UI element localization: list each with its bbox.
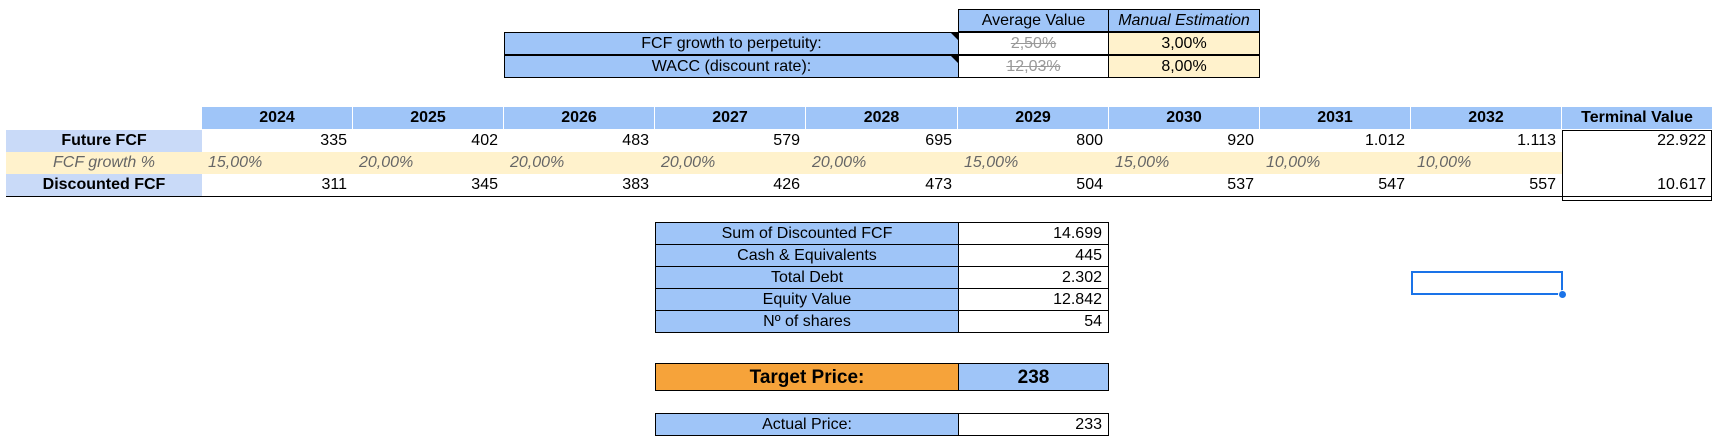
year-header[interactable]: 2025 bbox=[353, 107, 504, 129]
discounted-fcf-value[interactable]: 473 bbox=[925, 176, 952, 193]
value-sum-discounted-fcf[interactable]: 14.699 bbox=[958, 222, 1109, 245]
discounted-fcf-value[interactable]: 537 bbox=[1227, 176, 1254, 193]
year-header[interactable]: 2030 bbox=[1109, 107, 1260, 129]
row-label-fcf-growth[interactable]: FCF growth % bbox=[6, 152, 202, 174]
fcf-growth-value[interactable]: 15,00% bbox=[202, 152, 353, 174]
value-target-price[interactable]: 238 bbox=[958, 363, 1109, 391]
fcf-growth-value[interactable]: 20,00% bbox=[504, 152, 655, 174]
comment-indicator-icon[interactable] bbox=[951, 33, 958, 40]
fcf-growth-value[interactable]: 15,00% bbox=[958, 152, 1109, 174]
value-actual-price[interactable]: 233 bbox=[958, 413, 1109, 436]
year-header[interactable]: 2031 bbox=[1260, 107, 1411, 129]
active-cell-selection[interactable] bbox=[1411, 271, 1563, 295]
average-wacc[interactable]: 12,03% bbox=[958, 55, 1109, 78]
discounted-fcf-value[interactable]: 504 bbox=[1076, 176, 1103, 193]
label-target-price[interactable]: Target Price: bbox=[655, 363, 959, 391]
average-fcf-growth[interactable]: 2,50% bbox=[958, 32, 1109, 55]
header-average-value[interactable]: Average Value bbox=[958, 9, 1109, 32]
discounted-fcf-value[interactable]: 311 bbox=[321, 176, 347, 193]
terminal-discounted-fcf[interactable]: 10.617 bbox=[1657, 176, 1706, 193]
value-number-of-shares[interactable]: 54 bbox=[958, 310, 1109, 333]
discounted-fcf-value[interactable]: 345 bbox=[471, 176, 498, 193]
label-text: FCF growth to perpetuity: bbox=[641, 35, 822, 52]
terminal-future-fcf[interactable]: 22.922 bbox=[1657, 132, 1706, 149]
discounted-fcf-value[interactable]: 383 bbox=[622, 176, 649, 193]
row-label-future-fcf[interactable]: Future FCF bbox=[6, 130, 202, 152]
terminal-value-header[interactable]: Terminal Value bbox=[1562, 107, 1712, 129]
table-bottom-border bbox=[6, 196, 1712, 197]
header-manual-estimation[interactable]: Manual Estimation bbox=[1108, 9, 1260, 32]
year-header[interactable]: 2028 bbox=[806, 107, 958, 129]
label-wacc[interactable]: WACC (discount rate): bbox=[504, 55, 959, 78]
manual-wacc[interactable]: 8,00% bbox=[1108, 55, 1260, 78]
year-header[interactable]: 2032 bbox=[1411, 107, 1562, 129]
label-cash-equivalents[interactable]: Cash & Equivalents bbox=[655, 244, 959, 267]
label-fcf-growth-perpetuity[interactable]: FCF growth to perpetuity: bbox=[504, 32, 959, 55]
future-fcf-value[interactable]: 1.012 bbox=[1364, 132, 1405, 149]
value-cash-equivalents[interactable]: 445 bbox=[958, 244, 1109, 267]
future-fcf-value[interactable]: 695 bbox=[925, 132, 952, 149]
year-header[interactable]: 2029 bbox=[958, 107, 1109, 129]
fcf-growth-value[interactable]: 10,00% bbox=[1411, 152, 1562, 174]
future-fcf-value[interactable]: 483 bbox=[622, 132, 649, 149]
fcf-growth-value[interactable]: 20,00% bbox=[655, 152, 806, 174]
label-total-debt[interactable]: Total Debt bbox=[655, 266, 959, 289]
year-header[interactable]: 2024 bbox=[202, 107, 353, 129]
discounted-fcf-value[interactable]: 557 bbox=[1529, 176, 1556, 193]
row-label-discounted-fcf[interactable]: Discounted FCF bbox=[6, 174, 202, 196]
fcf-growth-value[interactable]: 20,00% bbox=[806, 152, 958, 174]
label-text: WACC (discount rate): bbox=[651, 58, 812, 75]
fcf-growth-value[interactable]: 20,00% bbox=[353, 152, 504, 174]
value-equity-value[interactable]: 12.842 bbox=[958, 288, 1109, 311]
future-fcf-value[interactable]: 335 bbox=[320, 132, 347, 149]
fill-handle-icon[interactable] bbox=[1558, 290, 1567, 299]
future-fcf-value[interactable]: 579 bbox=[773, 132, 800, 149]
year-header[interactable]: 2026 bbox=[504, 107, 655, 129]
year-header[interactable]: 2027 bbox=[655, 107, 806, 129]
value-total-debt[interactable]: 2.302 bbox=[958, 266, 1109, 289]
future-fcf-value[interactable]: 1.113 bbox=[1517, 132, 1556, 149]
future-fcf-value[interactable]: 402 bbox=[471, 132, 498, 149]
manual-fcf-growth[interactable]: 3,00% bbox=[1108, 32, 1260, 55]
label-equity-value[interactable]: Equity Value bbox=[655, 288, 959, 311]
label-sum-discounted-fcf[interactable]: Sum of Discounted FCF bbox=[655, 222, 959, 245]
label-actual-price[interactable]: Actual Price: bbox=[655, 413, 959, 436]
comment-indicator-icon[interactable] bbox=[951, 56, 958, 63]
fcf-growth-value[interactable]: 10,00% bbox=[1260, 152, 1411, 174]
future-fcf-value[interactable]: 800 bbox=[1076, 132, 1103, 149]
discounted-fcf-value[interactable]: 547 bbox=[1378, 176, 1405, 193]
future-fcf-value[interactable]: 920 bbox=[1227, 132, 1254, 149]
discounted-fcf-value[interactable]: 426 bbox=[773, 176, 800, 193]
fcf-growth-value[interactable]: 15,00% bbox=[1109, 152, 1260, 174]
label-number-of-shares[interactable]: Nº of shares bbox=[655, 310, 959, 333]
